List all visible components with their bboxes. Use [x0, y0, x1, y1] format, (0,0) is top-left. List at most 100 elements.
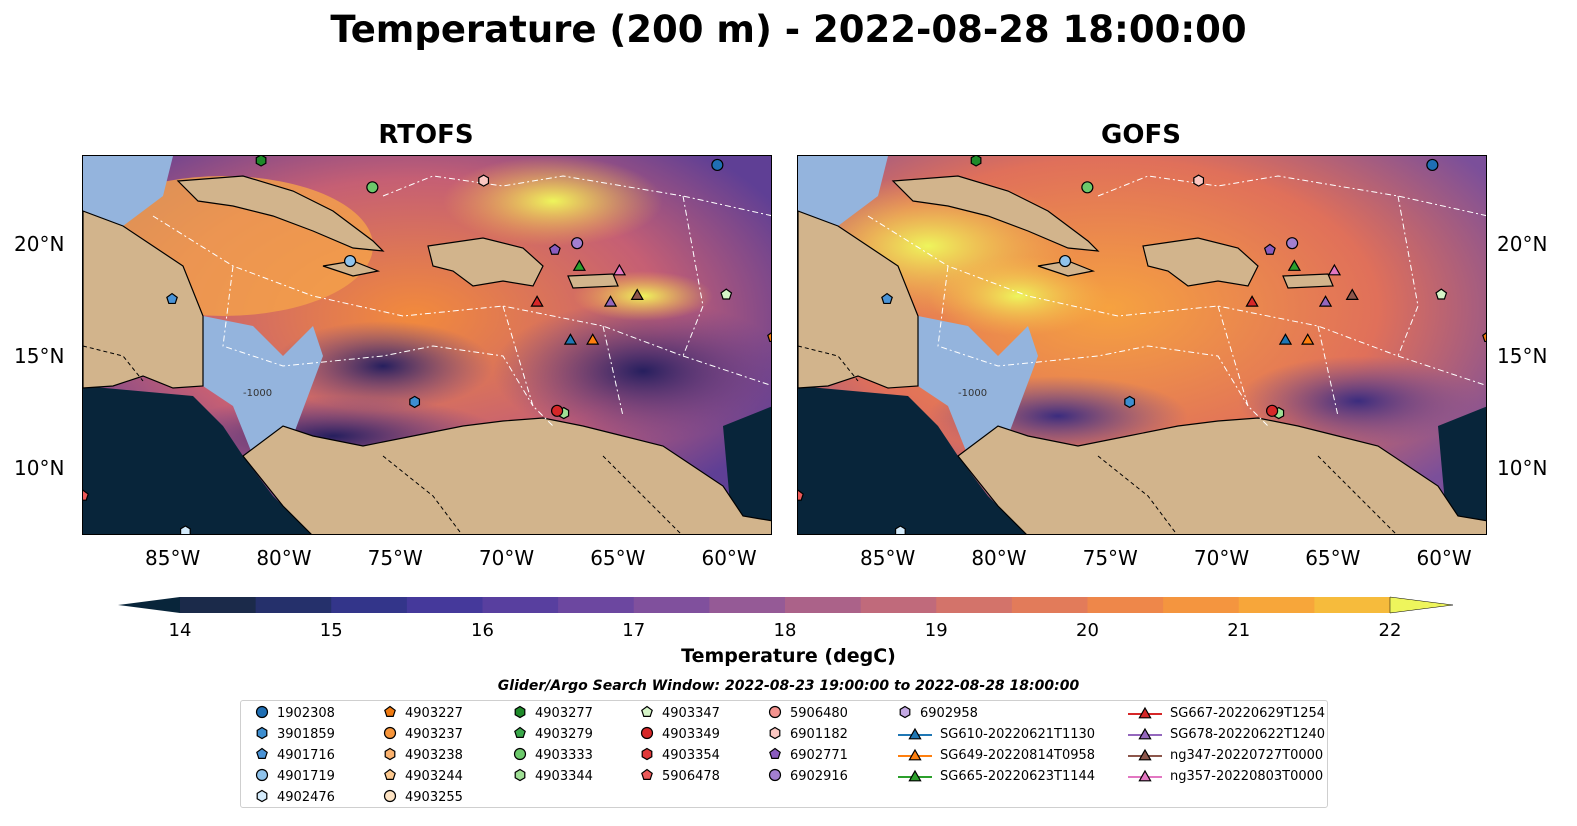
- legend-item: 4903349: [640, 726, 720, 742]
- cold-water-atlantic: [723, 406, 771, 534]
- land-hispaniola: [1142, 237, 1259, 287]
- legend-item: ng357-20220803T0000: [1128, 768, 1323, 784]
- marker-ng357-20220803T0000: [612, 263, 627, 276]
- marker-4903227: [1482, 332, 1486, 343]
- shelf: [798, 156, 888, 226]
- legend-label: ng347-20220727T0000: [1170, 747, 1324, 763]
- marker-6902771: [1263, 243, 1276, 255]
- marker-SG667-20220629T1254: [1245, 295, 1259, 307]
- legend-label: SG665-20220623T1144: [940, 768, 1096, 784]
- legend-label: 6902771: [790, 747, 848, 763]
- legend-marker-triangle: [1128, 706, 1162, 719]
- legend-marker-triangle: [1128, 748, 1162, 761]
- marker-SG678-20220622T1240: [1318, 295, 1333, 307]
- observation-markers: [798, 156, 1486, 534]
- legend-marker-hexagon: [256, 726, 268, 740]
- colorbar-label: Temperature (degC): [681, 645, 896, 667]
- colorbar-extend-min: [118, 597, 180, 613]
- legend-title: Glider/Argo Search Window: 2022-08-23 19…: [497, 678, 1080, 694]
- colorbar-tick-label: 18: [773, 620, 797, 641]
- legend-marker-hexagon: [641, 747, 653, 761]
- legend-marker-triangle: [1128, 769, 1162, 782]
- legend-item: SG649-20220814T0958: [898, 747, 1095, 763]
- legend-label: 4903354: [662, 747, 720, 763]
- lon-tick-label: 75°W: [367, 546, 423, 570]
- marker-4903349: [550, 404, 564, 417]
- legend-label: SG610-20220621T1130: [940, 726, 1096, 742]
- land-jamaica: [322, 260, 381, 277]
- legend-marker-hexagon: [514, 705, 526, 719]
- marker-SG649-20220814T0958: [1301, 333, 1315, 345]
- country-borders: [83, 345, 682, 534]
- legend-item: 4903279: [513, 726, 593, 742]
- panel-title-gofs: GOFS: [1101, 120, 1181, 150]
- land-hispaniola: [427, 237, 544, 287]
- lat-tick-label-right: 10°N: [1497, 455, 1548, 480]
- legend-item: 4903237: [383, 726, 463, 742]
- legend-label: ng357-20220803T0000: [1170, 768, 1324, 784]
- marker-SG678-20220622T1240: [603, 295, 618, 307]
- colorbar: [118, 590, 1454, 620]
- map-gofs-svg: -1000: [798, 156, 1486, 534]
- colorbar-band: [1163, 597, 1240, 613]
- colorbar-band: [255, 597, 332, 613]
- legend-label: 4903347: [662, 705, 720, 721]
- legend-item: 5906480: [768, 705, 848, 721]
- legend-marker-hexagon: [769, 726, 781, 740]
- lon-tick-label: 65°W: [1305, 546, 1361, 570]
- colorbar-band: [936, 597, 1013, 613]
- legend-label: 4903277: [535, 705, 593, 721]
- legend-label: 6902958: [920, 705, 978, 721]
- legend-marker-circle: [383, 726, 397, 740]
- legend-item: SG610-20220621T1130: [898, 726, 1095, 742]
- marker-ng347-20220727T0000: [630, 288, 644, 300]
- shelf: [83, 156, 173, 226]
- legend-marker-circle: [513, 747, 527, 761]
- colorbar-band: [633, 597, 710, 613]
- colorbar-band: [860, 597, 937, 613]
- land-south-america: [242, 417, 771, 534]
- colorbar-band: [406, 597, 483, 613]
- cold-eddy: [1238, 356, 1478, 446]
- eez-boundaries: [152, 175, 771, 427]
- colorbar-band: [709, 597, 786, 613]
- marker-3901859: [1124, 395, 1136, 409]
- lon-tick-label: 85°W: [145, 546, 201, 570]
- land-cuba: [891, 175, 1100, 252]
- land-cuba: [176, 175, 385, 252]
- lon-tick-label: 70°W: [478, 546, 535, 570]
- lon-tick-label: 80°W: [256, 546, 312, 570]
- lon-tick-label: 75°W: [1082, 546, 1138, 570]
- legend-label: 6902916: [790, 768, 848, 784]
- legend-marker-circle: [383, 789, 397, 803]
- colorbar-band: [482, 597, 559, 613]
- marker-SG649-20220814T0958: [586, 333, 600, 345]
- marker-4902476: [179, 525, 191, 534]
- colorbar-band: [785, 597, 862, 613]
- legend-label: 1902308: [277, 705, 335, 721]
- cold-water-atlantic: [1438, 406, 1486, 534]
- legend-label: 4903349: [662, 726, 720, 742]
- marker-4903277: [255, 156, 267, 167]
- legend-label: SG667-20220629T1254: [1170, 705, 1326, 721]
- lon-tick-label: 80°W: [971, 546, 1027, 570]
- colorbar-tick-label: 17: [622, 620, 646, 641]
- country-borders: [798, 345, 1397, 534]
- legend-marker-pentagon: [769, 747, 781, 759]
- marker-1902308: [1426, 158, 1439, 172]
- legend-item: 4903277: [513, 705, 593, 721]
- colorbar-tick-label: 16: [471, 620, 494, 641]
- legend-marker-circle: [640, 726, 654, 740]
- legend-label: 6901182: [790, 726, 848, 742]
- marker-6901182: [478, 174, 490, 187]
- land-central-america: [798, 210, 919, 389]
- hot-region: [928, 256, 1108, 336]
- legend-marker-pentagon: [641, 705, 653, 717]
- legend-label: 4903344: [535, 768, 593, 784]
- legend-label: SG649-20220814T0958: [940, 747, 1096, 763]
- marker-SG665-20220623T1144: [1287, 259, 1301, 271]
- colorbar-band: [1314, 597, 1391, 613]
- marker-6901182: [1193, 174, 1205, 187]
- colorbar-band: [180, 597, 257, 613]
- colorbar-band: [1238, 597, 1315, 613]
